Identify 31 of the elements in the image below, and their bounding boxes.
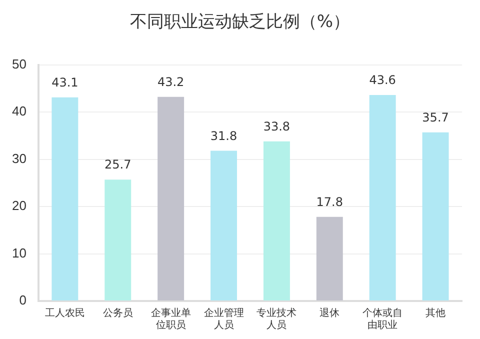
bar: [316, 216, 343, 300]
data-label: 35.7: [422, 110, 449, 124]
bar: [210, 150, 237, 300]
data-label: 43.2: [157, 75, 184, 90]
data-label: 43.6: [369, 73, 396, 88]
y-tick-label: 30: [12, 150, 26, 166]
bar: [158, 96, 184, 300]
y-tick-label: 40: [12, 104, 26, 119]
bar: [52, 97, 78, 300]
data-label: 17.8: [316, 195, 344, 210]
data-label: 31.8: [210, 128, 238, 143]
bar: [422, 132, 449, 300]
chart-title: 不同职业运动缺乏比例（%）: [128, 11, 352, 33]
bar: [263, 141, 290, 300]
x-tick-label: 其他: [426, 306, 446, 319]
y-tick-label: 50: [12, 56, 26, 72]
x-tick-label: 退休: [320, 306, 340, 319]
x-tick-label: 公务员: [102, 306, 133, 319]
y-tick-label: 10: [12, 245, 26, 260]
y-tick-label: 0: [19, 292, 26, 308]
x-tick-label: 企业管理人员: [204, 306, 244, 331]
x-tick-label: 企事业单位职员: [150, 306, 191, 331]
data-label: 33.8: [263, 119, 290, 134]
bar: [369, 95, 396, 300]
x-tick-label: 工人农民: [44, 308, 85, 319]
x-tick-label: 专业技术人员: [256, 306, 297, 331]
data-label: 25.7: [104, 158, 132, 172]
bar: [104, 180, 132, 300]
y-tick-label: 20: [12, 198, 26, 214]
data-label: 43.1: [52, 76, 78, 90]
x-tick-label: 个体或自由职业: [362, 306, 403, 331]
